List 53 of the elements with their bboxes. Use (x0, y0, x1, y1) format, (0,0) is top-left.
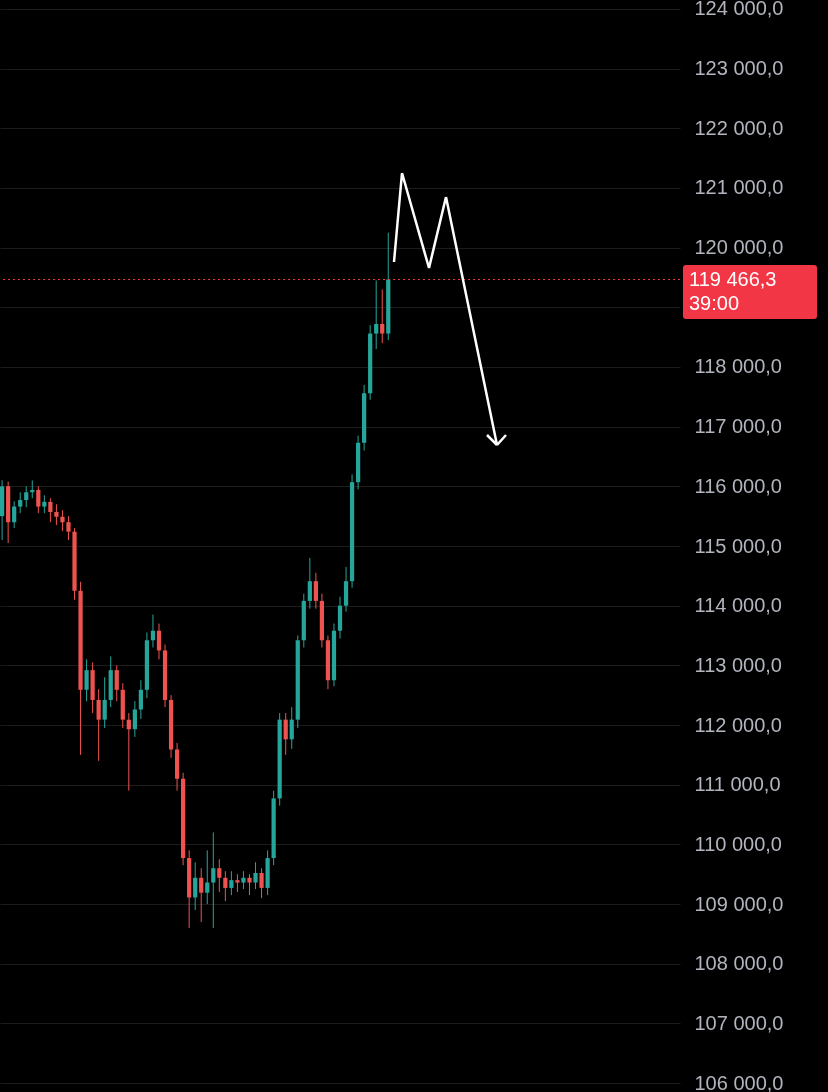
y-tick-label: 117 000,0 (694, 415, 782, 438)
candlestick (205, 849, 210, 905)
candlestick (193, 861, 198, 911)
candlestick (374, 279, 379, 350)
candlestick (60, 509, 65, 532)
candlestick (150, 614, 156, 648)
ref-line-label: 119 466,3 (689, 267, 778, 292)
candlestick (223, 870, 228, 902)
y-tick-label: 109 000,0 (694, 892, 784, 915)
candlestick (102, 676, 107, 729)
y-tick-label: 124 000,0 (694, 0, 784, 20)
candlestick (289, 706, 294, 750)
y-tick-label: 110 000,0 (694, 832, 782, 855)
y-tick-label: 114 000,0 (694, 594, 782, 617)
candlestick (36, 485, 41, 514)
candlestick (253, 861, 258, 890)
candlestick (132, 700, 137, 738)
y-tick-label: 107 000,0 (694, 1011, 784, 1034)
candlestick (126, 712, 131, 792)
y-tick-label: 106 000,0 (694, 1071, 784, 1092)
candlestick (24, 485, 29, 508)
y-tick-label: 123 000,0 (694, 57, 784, 80)
y-tick-label: 118 000,0 (694, 355, 782, 378)
y-tick-label: 120 000,0 (694, 236, 784, 259)
candlestick (380, 288, 385, 344)
candlestick (54, 503, 59, 526)
candlestick (259, 867, 264, 899)
candlestick (48, 497, 53, 523)
candlestick (307, 557, 312, 610)
y-tick-label: 116 000,0 (694, 474, 782, 497)
y-tick-label: 108 000,0 (694, 952, 784, 975)
candlestick (138, 679, 143, 720)
candlestick (217, 858, 222, 893)
y-tick-label: 111 000,0 (694, 773, 781, 796)
candlestick (283, 712, 288, 756)
candlestick (229, 870, 234, 896)
y-tick-label: 122 000,0 (694, 116, 784, 139)
candlestick (211, 831, 216, 929)
text: 39:00 (689, 291, 741, 316)
candlestick (313, 572, 318, 610)
y-tick-label: 113 000,0 (694, 653, 782, 676)
y-tick-label: 115 000,0 (694, 534, 782, 557)
candlestick (84, 658, 89, 702)
candlestick (96, 688, 101, 762)
candlestick (66, 515, 71, 541)
y-tick-label: 112 000,0 (694, 713, 782, 736)
candlestick (156, 623, 162, 660)
candlestick (12, 500, 17, 529)
candlestick (18, 491, 23, 514)
candlestick (114, 664, 119, 702)
y-tick-label: 121 000,0 (694, 176, 784, 199)
candlestick (199, 867, 204, 923)
candlestick (247, 873, 252, 896)
